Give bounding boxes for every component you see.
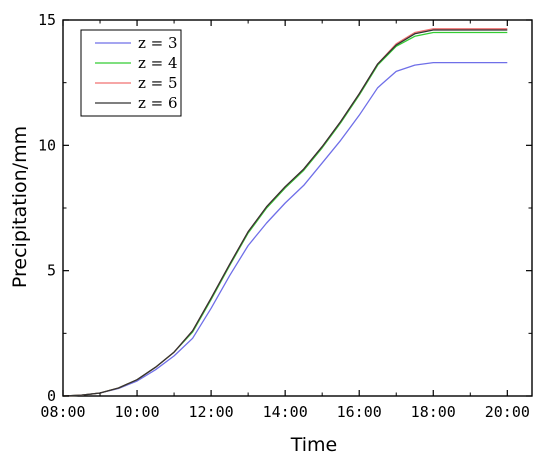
x-tick-label: 16:00	[337, 403, 382, 421]
legend: z = 3 z = 4 z = 5 z = 6	[80, 29, 182, 117]
x-tick-label: 14:00	[263, 403, 308, 421]
x-axis-title: Time	[290, 434, 338, 456]
series-line-1	[62, 61, 508, 397]
y-tick-label: 5	[47, 262, 56, 280]
x-tick-label: 10:00	[114, 403, 159, 421]
x-tick-label: 08:00	[40, 403, 85, 421]
y-tick-label: 10	[38, 136, 56, 154]
x-tick-label: 20:00	[485, 403, 530, 421]
legend-box	[80, 29, 182, 117]
legend-label: z = 3	[138, 34, 178, 52]
x-tick-label: 18:00	[411, 403, 456, 421]
series-line-4	[62, 29, 508, 397]
legend-label: z = 5	[138, 74, 178, 92]
y-tick-label: 15	[38, 11, 56, 29]
x-tick-label: 12:00	[189, 403, 234, 421]
axes: 08:00 10:00 12:00 14:00 16:00 18:00 20:00 0 5 10 1…	[38, 11, 532, 421]
y-axis-title: Precipitation/mm	[9, 126, 31, 288]
legend-label: z = 4	[138, 54, 178, 72]
y-tick-label: 0	[47, 387, 56, 405]
legend-label: z = 6	[138, 94, 178, 112]
series-group	[62, 28, 508, 397]
